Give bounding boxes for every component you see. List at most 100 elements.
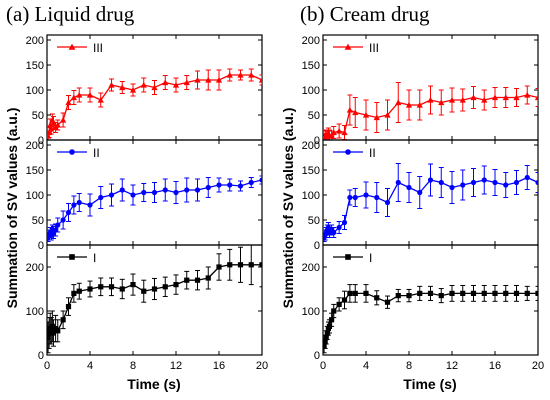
panel-b-x-tick-label: 12 bbox=[446, 360, 458, 372]
panel-b-top-data-point bbox=[448, 96, 456, 103]
panel-a-middle-data-point bbox=[76, 199, 82, 206]
panel-a-title: (a) Liquid drug bbox=[6, 2, 135, 26]
panel-a-bottom-data-point bbox=[173, 282, 179, 288]
panel-b-bottom-data-point bbox=[352, 290, 358, 296]
panel-a-bottom-data-point bbox=[71, 290, 77, 296]
panel-b-middle-data-point bbox=[513, 179, 520, 186]
panel-b-middle-plot-area bbox=[323, 163, 538, 242]
panel-b-top-data-point bbox=[362, 111, 370, 118]
panel-b-middle-data-point bbox=[417, 189, 423, 196]
panel-a-middle-y-tick-label: 200 bbox=[26, 140, 44, 152]
panel-a-bottom-data-point bbox=[151, 286, 158, 292]
panel-b-middle-data-point bbox=[406, 184, 412, 191]
panel-a-middle-data-point bbox=[87, 202, 93, 208]
panel-b-bottom-data-point bbox=[503, 290, 509, 296]
panel-a-middle-y-tick-label: 100 bbox=[26, 190, 44, 202]
panel-b-bottom-plot-area bbox=[323, 284, 538, 354]
panel-a-middle-plot-area bbox=[47, 175, 262, 242]
panel-b-bottom-data-point bbox=[492, 290, 498, 296]
panel-a-middle-data-point bbox=[194, 187, 201, 193]
panel-b-middle-data-point bbox=[438, 179, 444, 186]
panel-a-middle-data-point bbox=[173, 189, 179, 196]
panel-b-middle-data-point bbox=[524, 174, 530, 181]
panel-a-middle-legend-marker bbox=[69, 149, 75, 155]
panel-b-bottom-legend-marker bbox=[345, 254, 351, 260]
panel-b-middle-data-point bbox=[336, 224, 342, 231]
panel-b-bottom-data-point bbox=[438, 293, 444, 299]
panel-a-top-y-tick-label: 150 bbox=[26, 60, 44, 72]
panel-a-bottom-data-point bbox=[119, 286, 125, 292]
panel-a-bottom-y-tick-label: 200 bbox=[26, 262, 44, 274]
panel-b-middle-legend: II bbox=[333, 146, 376, 160]
panel-b-top-plot-area bbox=[323, 82, 538, 140]
panel-a-top-legend-marker bbox=[68, 43, 76, 50]
panel-a-bottom-data-point bbox=[98, 284, 104, 290]
panel-a-bottom-data-point bbox=[248, 262, 254, 268]
panel-a-middle-data-point bbox=[227, 182, 233, 188]
panel-b-bottom-subplot: 0 100 200 0 4 8 12 16 20 I bbox=[302, 244, 544, 372]
panel-b-top-data-point bbox=[438, 99, 445, 106]
panel-a-x-tick-label: 0 bbox=[44, 360, 50, 372]
panel-b-bottom-y-tick-label: 0 bbox=[314, 350, 320, 362]
panel-a-bottom-data-point bbox=[108, 284, 115, 290]
panel-b-top-y-tick-label: 0 bbox=[314, 135, 320, 147]
panel-b-x-tick-label: 16 bbox=[489, 360, 501, 372]
panel-a-x-tick-label: 8 bbox=[130, 360, 136, 372]
panel-a-top-data-point bbox=[172, 81, 180, 88]
panel-a-bottom-data-point bbox=[65, 304, 72, 310]
panel-b-top-data-point bbox=[328, 132, 335, 139]
panel-a-bottom-data-point bbox=[184, 277, 190, 283]
panel-a-middle-data-point bbox=[65, 209, 72, 216]
panel-a-top-data-point bbox=[140, 81, 147, 88]
panel-a-bottom-data-point bbox=[50, 330, 57, 336]
panel-b-middle-data-point bbox=[535, 179, 538, 186]
panel-a-middle-data-point bbox=[53, 227, 59, 233]
panel-a-top-data-point bbox=[258, 76, 262, 83]
panel-a-top-data-point bbox=[129, 86, 137, 93]
panel-b-top-data-point bbox=[395, 99, 402, 106]
panel-b-bottom-data-point bbox=[341, 297, 348, 303]
panel-a-bottom-data-point bbox=[87, 286, 93, 292]
panel-b-bottom-data-point bbox=[481, 290, 487, 296]
panel-b-top-data-point bbox=[470, 94, 477, 101]
panel-b-middle-data-point bbox=[503, 182, 509, 188]
panel-a-top-data-point bbox=[65, 99, 72, 106]
panel-a-bottom-frame bbox=[46, 244, 263, 356]
panel-a-x-tick-label: 16 bbox=[213, 360, 225, 372]
panel-b-bottom-data-point bbox=[470, 290, 477, 296]
panel-b-middle-data-point bbox=[460, 182, 466, 188]
panel-b-top-subplot: 0 50 100 150 200 III bbox=[302, 34, 539, 147]
panel-b-top-data-point bbox=[352, 109, 359, 116]
panel-b-middle-legend-marker bbox=[345, 149, 351, 155]
panel-b-top-data-point bbox=[373, 114, 380, 121]
panel-b-top-data-point bbox=[346, 106, 353, 113]
panel-b-middle-data-point bbox=[427, 177, 434, 183]
panel-b-bottom-data-point bbox=[417, 290, 423, 296]
panel-a-top-data-point bbox=[86, 91, 94, 98]
panel-a-top-data-point bbox=[205, 76, 212, 83]
panel-b-top-data-point bbox=[481, 96, 488, 103]
panel-a-middle-data-point bbox=[55, 222, 61, 228]
panel-b-bottom-legend: I bbox=[333, 251, 372, 265]
panel-b-middle-data-point bbox=[347, 194, 353, 201]
panel-b-middle-y-tick-label: 100 bbox=[302, 190, 320, 202]
panel-a-top-data-point bbox=[151, 84, 158, 91]
panel-b-middle-data-point bbox=[395, 179, 401, 186]
panel-a-middle-data-point bbox=[108, 192, 115, 198]
panel-a-bottom-legend-label: I bbox=[93, 251, 96, 265]
panel-b-middle-data-point bbox=[470, 179, 477, 186]
panel-a-top-y-tick-label: 200 bbox=[26, 35, 44, 47]
panel-a-bottom-plot-area bbox=[47, 245, 262, 354]
panel-a-middle-data-point bbox=[141, 189, 147, 196]
panel-b-top-data-point bbox=[534, 94, 538, 101]
panel-b-top-y-tick-label: 100 bbox=[302, 85, 320, 97]
panel-b-bottom-data-point bbox=[336, 301, 342, 307]
panel-a-middle-data-point bbox=[184, 187, 190, 193]
panel-a-top-series-line bbox=[47, 74, 262, 137]
panel-b-top-data-point bbox=[524, 91, 531, 98]
panel-a-top-plot-area bbox=[47, 68, 262, 140]
panel-b-top-legend-marker bbox=[344, 43, 352, 50]
panel-a-bottom-legend: I bbox=[57, 251, 96, 265]
panel-b-top-data-point bbox=[459, 96, 466, 103]
panel-b-bottom-y-tick-label: 200 bbox=[302, 262, 320, 274]
